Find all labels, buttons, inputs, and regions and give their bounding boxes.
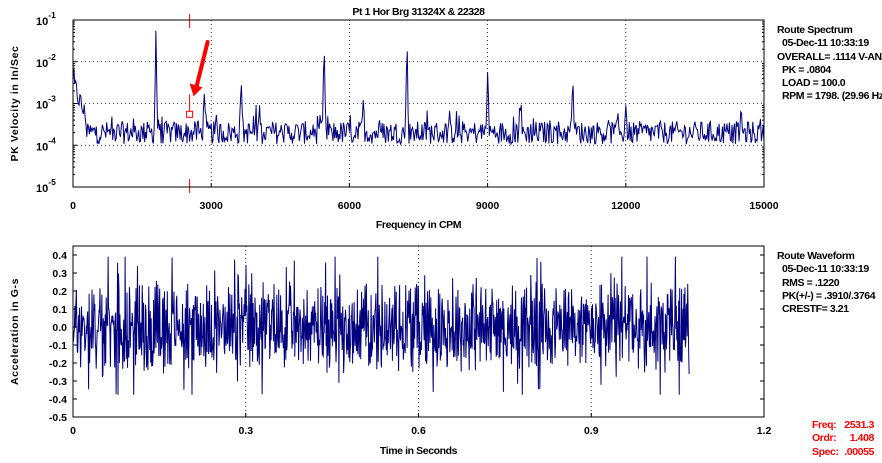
spectrum-y-axis-label: PK Velocity in In/Sec [9, 46, 21, 162]
spectrum-plot-frame [72, 19, 765, 188]
spectrum-y-tick-label: 10-3 [36, 94, 56, 112]
waveform-y-tick-label: -0.2 [49, 358, 67, 370]
arrow-shaft [193, 40, 210, 93]
cursor-readout: Freq: 2531.3 Ordr: 1.408 Spec: .00055 [812, 419, 874, 459]
spectrum-y-tick-exponent: -2 [48, 52, 56, 62]
spectrum-y-tick-exponent: -4 [48, 135, 56, 145]
spectrum-y-ticks: 10-1 10-2 10-3 10-4 10-5 [36, 10, 764, 195]
spectrum-x-tick-label: 0 [70, 200, 76, 212]
waveform-series-line [72, 256, 690, 395]
spectrum-info-rpm: RPM = 1798. (29.96 Hz) [782, 90, 882, 103]
cursor-freq-label: Freq: [812, 419, 837, 431]
spectrum-y-tick-label: 10-2 [36, 52, 56, 70]
spectrum-y-tick-exponent: -5 [48, 177, 56, 187]
waveform-y-tick-label: -0.4 [49, 394, 67, 406]
waveform-x-tick-label: 1.2 [757, 425, 772, 437]
spectrum-y-tick-exponent: -3 [48, 94, 56, 104]
waveform-y-tick-label: 0.4 [52, 250, 67, 262]
waveform-x-axis-label: Time in Seconds [380, 445, 458, 457]
arrow-head [189, 83, 203, 97]
spectrum-info-date: 05-Dec-11 10:33:19 [782, 37, 869, 50]
cursor-spec-label: Spec: [812, 445, 839, 458]
spectrum-y-tick-label: 10-4 [36, 135, 56, 153]
spectrum-x-tick-label: 12000 [611, 200, 640, 212]
spectrum-x-tick-label: 6000 [338, 200, 362, 212]
spectrum-x-tick-label: 3000 [200, 200, 224, 212]
waveform-info-rms: RMS = .1220 [782, 276, 840, 289]
spectrum-x-tick-label: 15000 [749, 200, 778, 212]
spectrum-info-load: LOAD = 100.0 [782, 77, 846, 90]
spectrum-info-label: Route Spectrum [777, 24, 853, 36]
cursor-spec-row: Spec: .00055 [812, 446, 874, 459]
waveform-x-tick-label: 0 [70, 425, 76, 437]
waveform-plot-frame [72, 245, 765, 418]
spectrum-title: Pt 1 Hor Brg 31324X & 22328 [352, 6, 485, 18]
waveform-x-tick-label: 0.3 [238, 425, 253, 437]
spectrum-series-line [72, 30, 765, 147]
cursor-marker [186, 110, 194, 118]
waveform-y-tick-label: -0.1 [49, 340, 67, 352]
waveform-info-label: Route Waveform [777, 250, 855, 262]
waveform-info-date: 05-Dec-11 10:33:19 [782, 263, 869, 276]
cursor-spec-value: .00055 [844, 445, 874, 458]
spectrum-cursor[interactable] [186, 14, 194, 193]
waveform-y-ticks: 0.4 0.3 0.2 0.1 0.0 -0.1 -0.2 -0.3 -0.4 -0.5 [49, 250, 764, 424]
spectrum-x-tick-label: 9000 [476, 200, 500, 212]
spectrum-info-overall: OVERALL= .1114 V-AN [777, 50, 882, 63]
cursor-ordr-label: Ordr: [812, 432, 837, 445]
waveform-y-tick-label: 0.0 [52, 322, 67, 334]
waveform-x-tick-label: 0.6 [411, 425, 426, 437]
cursor-ordr-value: 1.408 [849, 432, 875, 445]
spectrum-info-pk: PK = .0804 [782, 63, 831, 76]
waveform-y-tick-label: -0.5 [49, 412, 67, 424]
waveform-x-tick-label: 0.9 [584, 425, 599, 437]
waveform-y-tick-label: 0.2 [52, 286, 67, 298]
spectrum-info-panel: Route Spectrum 05-Dec-11 10:33:19 OVERAL… [777, 24, 882, 104]
cursor-ordr-row: Ordr: 1.408 [812, 432, 874, 445]
waveform-y-tick-label: 0.3 [52, 268, 67, 280]
spectrum-y-tick-label: 10-1 [36, 10, 56, 28]
waveform-info-crest: CRESTF= 3.21 [782, 303, 849, 316]
waveform-x-ticks: 0 0.3 0.6 0.9 1.2 [70, 413, 771, 437]
red-arrow-annotation [189, 40, 210, 97]
waveform-y-axis-label: Acceleration in G-s [9, 278, 21, 385]
waveform-info-pk: PK(+/-) = .3910/.3764 [782, 289, 876, 302]
spectrum-grid [73, 20, 764, 187]
waveform-info-panel: Route Waveform 05-Dec-11 10:33:19 RMS = … [777, 250, 876, 316]
cursor-freq-row: Freq: 2531.3 [812, 419, 874, 432]
cursor-freq-value: 2531.3 [844, 419, 874, 431]
waveform-y-tick-label: 0.1 [52, 304, 67, 316]
waveform-y-tick-label: -0.3 [49, 376, 67, 388]
spectrum-y-tick-exponent: -1 [48, 10, 56, 20]
spectrum-x-axis-label: Frequency in CPM [376, 219, 462, 231]
spectrum-y-tick-label: 10-5 [36, 177, 56, 195]
